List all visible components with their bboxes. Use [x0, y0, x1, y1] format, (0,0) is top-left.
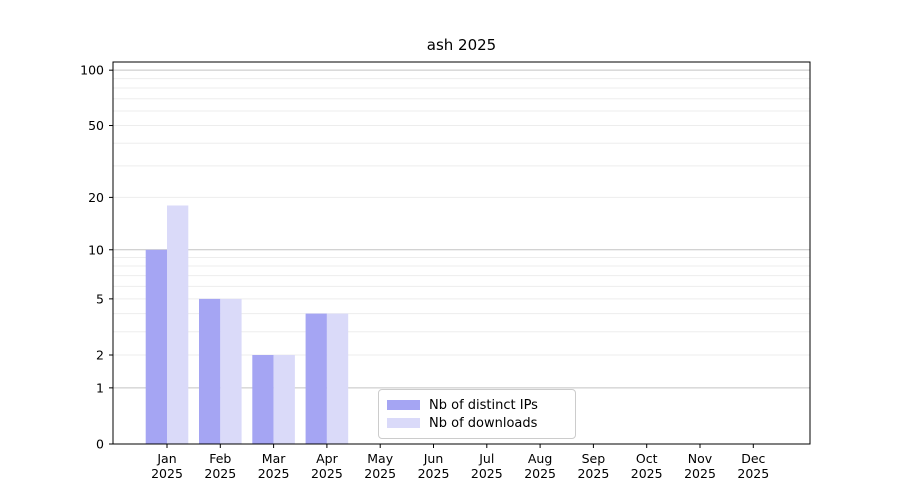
y-tick-label: 1 [96, 380, 104, 395]
gridlines [113, 69, 810, 389]
legend-label-downloads: Nb of downloads [429, 415, 538, 431]
x-tick-label-month: Feb [209, 451, 231, 466]
x-tick-label-month: Mar [262, 451, 286, 466]
x-tick-label-month: Jul [478, 451, 494, 466]
x-tick-label-year: 2025 [258, 466, 290, 481]
legend: Nb of distinct IPs Nb of downloads [378, 389, 576, 439]
x-tick-label-year: 2025 [577, 466, 609, 481]
x-tick-label-year: 2025 [471, 466, 503, 481]
y-tick-label: 10 [88, 242, 104, 257]
x-tick-label-month: Nov [688, 451, 713, 466]
x-tick-label-month: Jan [156, 451, 176, 466]
x-tick-label-month: Sep [582, 451, 606, 466]
x-tick-label-year: 2025 [151, 466, 183, 481]
x-tick-label-year: 2025 [684, 466, 716, 481]
x-tick-label-year: 2025 [524, 466, 556, 481]
y-tick-label: 50 [88, 118, 104, 133]
x-tick-label-month: Apr [316, 451, 338, 466]
y-tick-label: 2 [96, 348, 104, 363]
x-tick-label-month: Oct [636, 451, 658, 466]
chart-title: ash 2025 [426, 36, 497, 54]
legend-entry-distinct-ips: Nb of distinct IPs [387, 396, 565, 414]
y-tick-label: 0 [96, 437, 104, 452]
bars [145, 205, 349, 444]
legend-swatch-distinct-ips-icon [387, 400, 420, 410]
bar-feb-downloads [220, 298, 242, 444]
bar-mar-downloads [273, 355, 295, 444]
legend-entry-downloads: Nb of downloads [387, 414, 565, 432]
x-tick-label-year: 2025 [418, 466, 450, 481]
legend-label-distinct-ips: Nb of distinct IPs [429, 397, 538, 413]
y-tick-label: 100 [80, 63, 104, 78]
legend-swatch-downloads-icon [387, 418, 420, 428]
x-tick-label-month: Jun [423, 451, 444, 466]
bar-feb-distinct-ips [199, 298, 221, 444]
bar-mar-distinct-ips [252, 355, 274, 444]
bar-apr-downloads [326, 313, 349, 444]
x-tick-label-year: 2025 [737, 466, 769, 481]
bar-jan-downloads [167, 205, 189, 444]
x-tick-label-year: 2025 [364, 466, 396, 481]
x-tick-label-year: 2025 [204, 466, 236, 481]
x-tick-label-year: 2025 [311, 466, 343, 481]
plot-frame [112, 61, 811, 445]
x-tick-label-year: 2025 [631, 466, 663, 481]
y-tick-label: 5 [96, 291, 104, 306]
x-tick-label-month: May [367, 451, 393, 466]
x-tick-label-month: Aug [528, 451, 552, 466]
x-tick-label-month: Dec [741, 451, 765, 466]
bar-apr-distinct-ips [305, 313, 327, 444]
axes: 0125102050100Jan2025Feb2025Mar2025Apr202… [80, 61, 811, 481]
y-tick-label: 20 [88, 190, 104, 205]
bar-jan-distinct-ips [145, 249, 167, 444]
